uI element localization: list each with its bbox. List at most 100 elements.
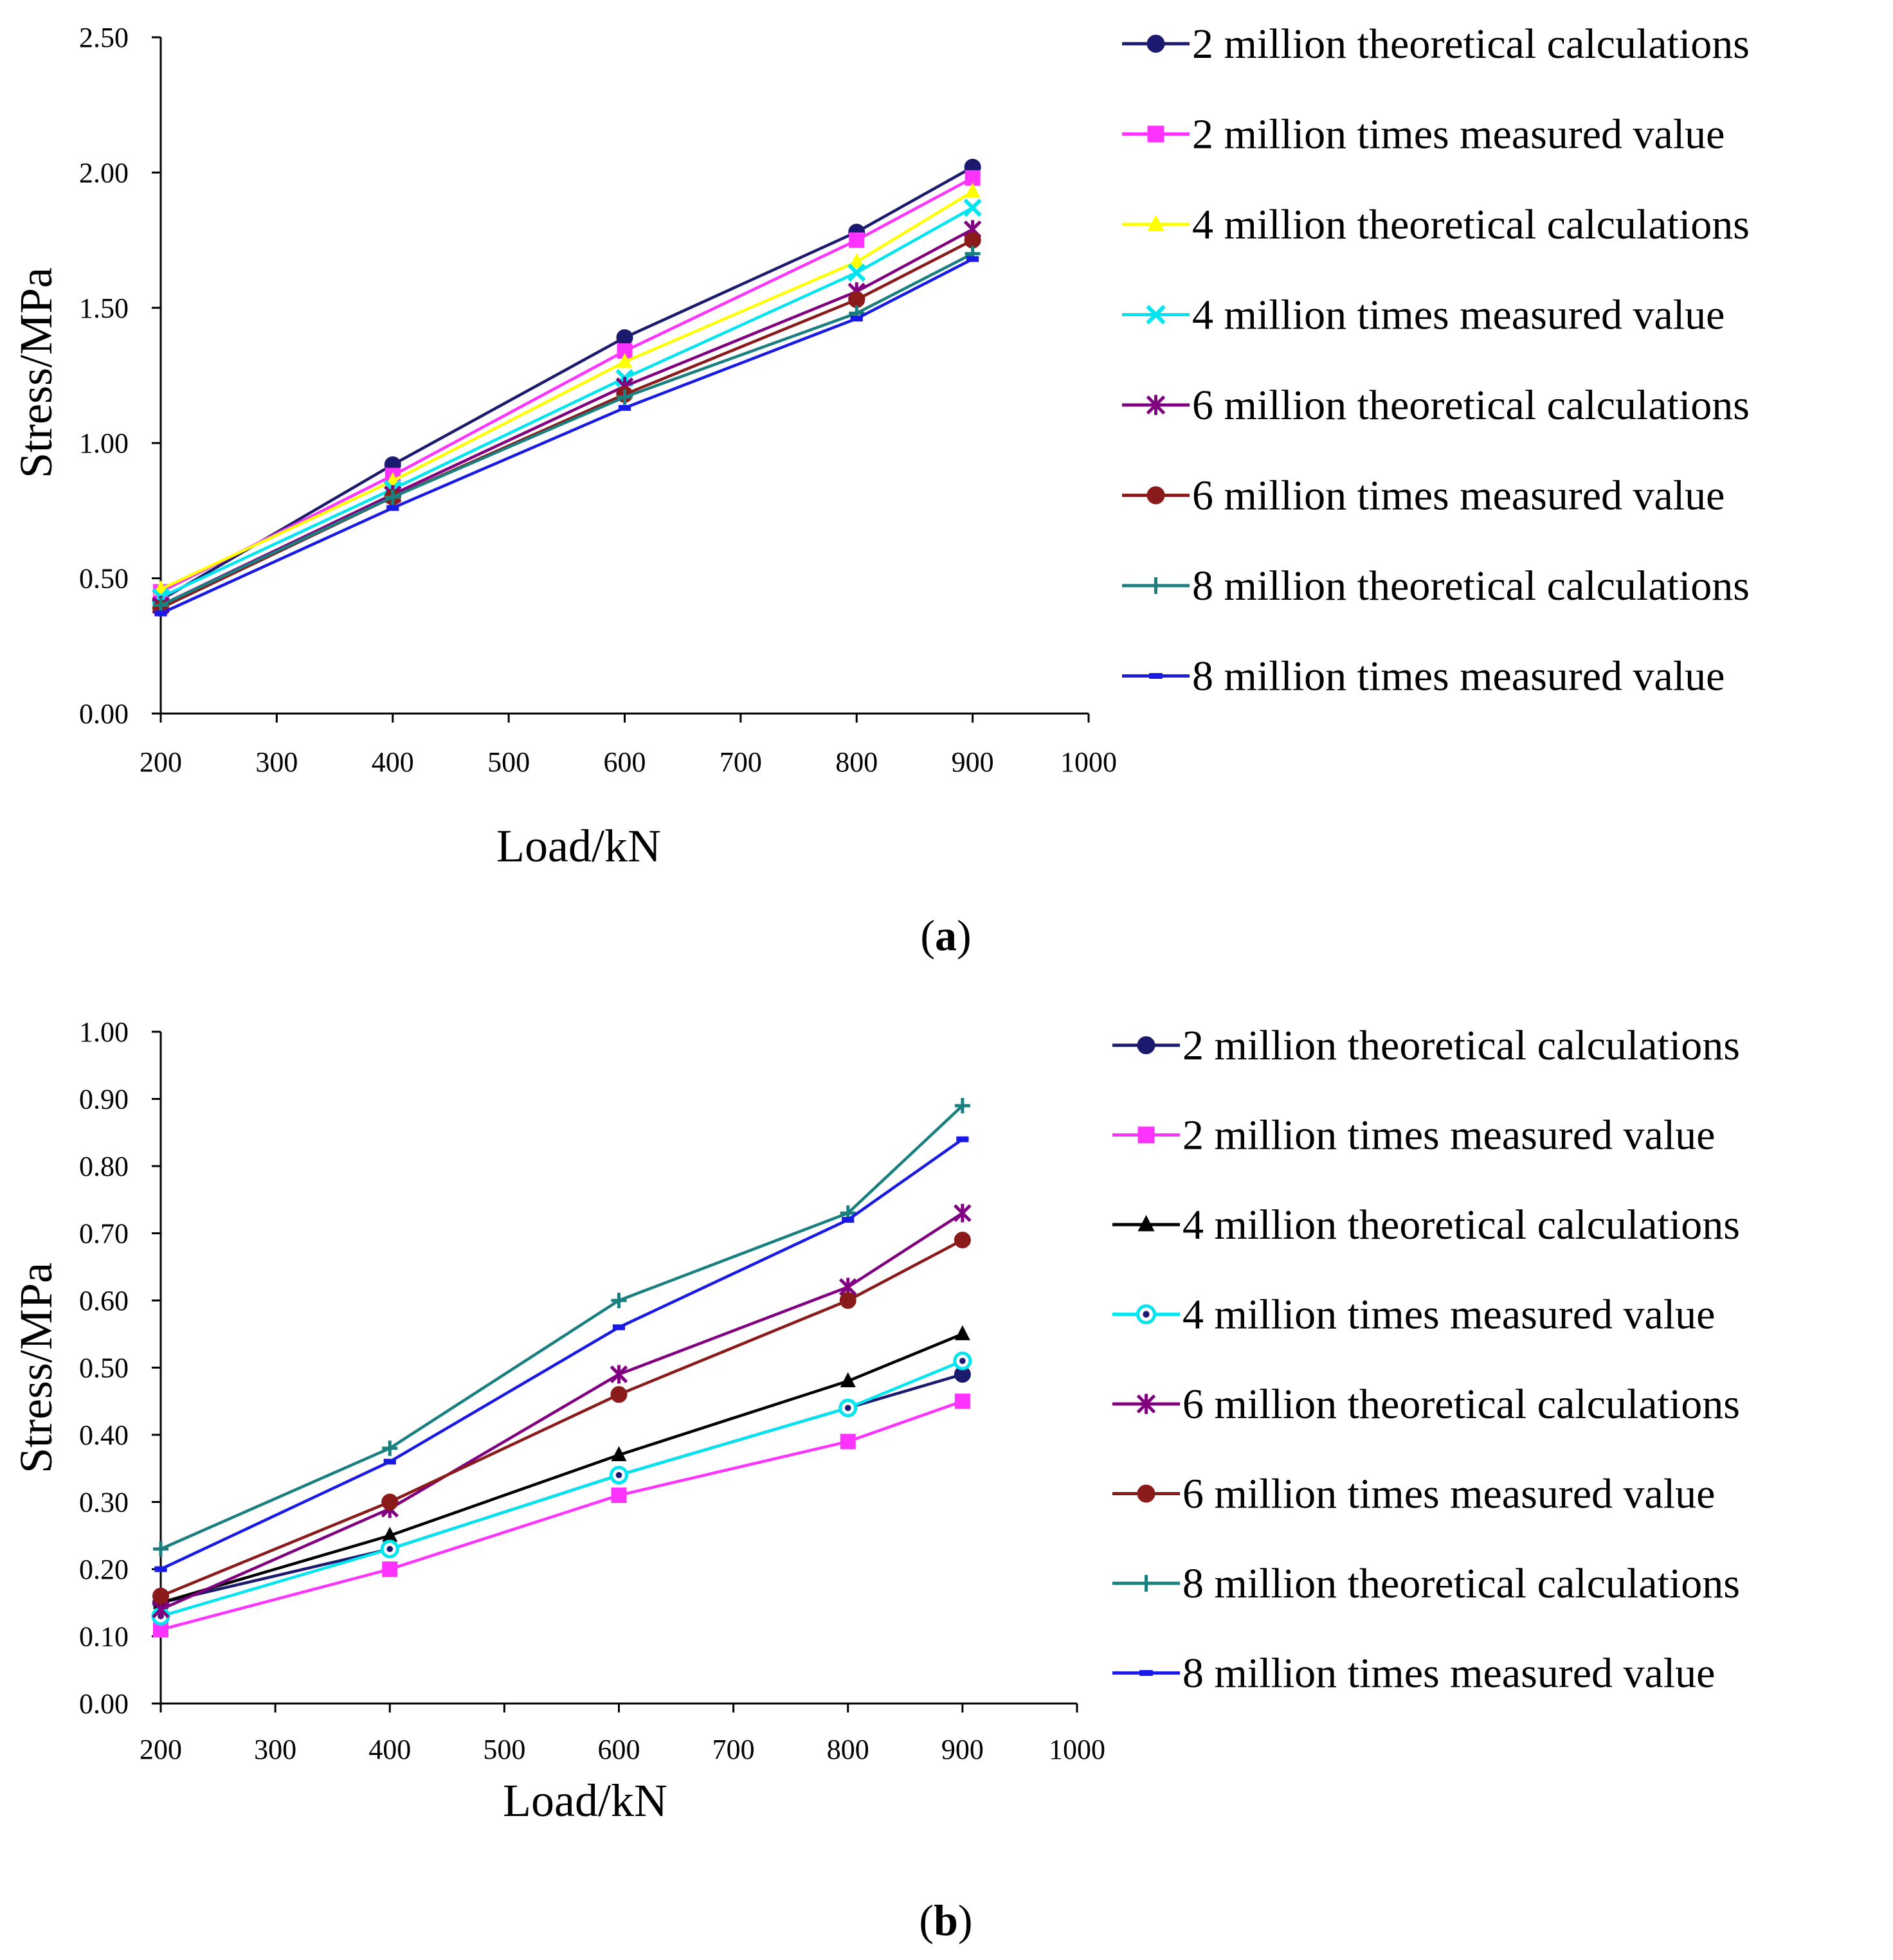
x-tick-label: 300	[254, 1734, 296, 1765]
legend-item: 6 million theoretical calculations	[1112, 1381, 1740, 1428]
data-point	[954, 1203, 972, 1223]
x-tick-label: 1000	[1060, 746, 1117, 778]
y-axis-label: Stress/MPa	[10, 267, 62, 478]
data-point	[839, 1292, 856, 1309]
legend-item: 2 million times measured value	[1122, 111, 1725, 158]
data-point	[840, 1434, 856, 1450]
data-point	[840, 1372, 856, 1387]
legend-label: 2 million times measured value	[1192, 111, 1725, 158]
legend-label: 4 million theoretical calculations	[1182, 1201, 1740, 1248]
legend-item: 8 million times measured value	[1122, 653, 1725, 700]
y-tick-label: 0.00	[79, 1688, 129, 1720]
legend-item: 6 million times measured value	[1122, 472, 1725, 519]
y-tick-label: 0.10	[79, 1621, 129, 1653]
legend-marker	[1137, 1575, 1155, 1592]
x-tick-label: 1000	[1049, 1734, 1105, 1765]
series-8	[154, 256, 979, 616]
legend-item: 2 million times measured value	[1112, 1112, 1715, 1159]
x-tick-label: 700	[712, 1734, 755, 1765]
data-point	[848, 291, 865, 309]
series-2	[153, 1393, 970, 1638]
legend-item: 8 million theoretical calculations	[1122, 562, 1750, 609]
series-2	[153, 170, 981, 600]
legend-item: 2 million theoretical calculations	[1122, 21, 1750, 67]
legend-item: 8 million theoretical calculations	[1112, 1560, 1740, 1607]
chart-a: 0.00 0.50 1.00 1.50 2.00 2.50 200 300 400 500 600 7…	[10, 21, 1750, 960]
legend-item: 4 million times measured value	[1122, 292, 1725, 339]
legend: 2 million theoretical calculations 2 mill…	[1112, 1022, 1740, 1697]
x-tick-label: 400	[372, 746, 414, 778]
series-8	[154, 1136, 969, 1572]
data-point	[849, 253, 865, 268]
legend-item: 2 million theoretical calculations	[1112, 1022, 1740, 1069]
x-tick-label: 600	[604, 746, 646, 778]
legend-label: 6 million times measured value	[1182, 1471, 1715, 1518]
data-point	[963, 198, 982, 217]
data-point	[849, 232, 865, 248]
series-7	[153, 1097, 970, 1557]
legend: 2 million theoretical calculations 2 mill…	[1122, 21, 1750, 700]
y-tick-label: 2.00	[79, 157, 129, 188]
data-point	[611, 1446, 627, 1461]
data-point	[610, 1386, 628, 1403]
data-point	[954, 1231, 971, 1248]
x-tick-label: 900	[952, 746, 994, 778]
data-point	[611, 1488, 627, 1504]
x-tick-label: 600	[598, 1734, 640, 1765]
legend-item: 6 million theoretical calculations	[1122, 382, 1750, 429]
x-tick-label: 500	[483, 1734, 525, 1765]
legend-marker	[1146, 305, 1166, 325]
chart-b: 0.00 0.10 0.20 0.30 0.40 0.50 0.60 0.70 0.80 0.90…	[10, 1016, 1740, 1945]
legend-marker	[1137, 1126, 1155, 1144]
y-tick-label: 0.90	[79, 1084, 129, 1115]
legend-marker	[1146, 395, 1166, 415]
y-tick-label: 0.50	[79, 563, 129, 595]
data-point	[954, 1097, 970, 1113]
y-tick-label: 0.20	[79, 1554, 129, 1585]
legend-marker	[1147, 577, 1164, 594]
y-tick-label: 2.50	[79, 22, 129, 53]
data-point	[953, 1351, 972, 1371]
data-point	[380, 1540, 399, 1559]
data-point	[611, 1293, 627, 1308]
data-point	[954, 1393, 970, 1409]
y-tick-label: 0.70	[79, 1218, 129, 1250]
legend-label: 2 million theoretical calculations	[1192, 21, 1750, 67]
x-axis-label: Load/kN	[503, 1775, 667, 1826]
legend-label: 8 million theoretical calculations	[1182, 1560, 1740, 1607]
data-point	[152, 1587, 169, 1605]
legend-item: 8 million times measured value	[1112, 1650, 1715, 1697]
legend-item: 4 million times measured value	[1112, 1291, 1715, 1338]
y-tick-label: 1.00	[79, 1016, 129, 1048]
y-tick-label: 0.50	[79, 1353, 129, 1384]
data-point	[616, 329, 633, 346]
series-6	[152, 1231, 971, 1605]
y-tick-label: 0.30	[79, 1487, 129, 1518]
y-tick-label: 0.40	[79, 1419, 129, 1451]
y-tick-label: 0.00	[79, 698, 129, 730]
legend-marker	[1137, 1484, 1155, 1503]
panel-label: (a)	[920, 911, 971, 960]
data-point	[965, 183, 981, 198]
data-point	[381, 1493, 399, 1511]
legend-label: 6 million theoretical calculations	[1192, 382, 1750, 429]
data-point	[153, 597, 168, 613]
legend-item: 4 million theoretical calculations	[1122, 201, 1750, 248]
x-tick-label: 300	[255, 746, 298, 778]
legend-label: 4 million theoretical calculations	[1192, 201, 1750, 248]
data-point	[617, 389, 633, 405]
y-tick-label: 0.60	[79, 1285, 129, 1317]
legend-label: 8 million theoretical calculations	[1192, 562, 1750, 609]
data-point	[964, 231, 981, 249]
legend-label: 8 million times measured value	[1192, 653, 1725, 700]
data-point	[617, 353, 633, 368]
legend-item: 6 million times measured value	[1112, 1471, 1715, 1518]
legend-marker	[1137, 1036, 1155, 1054]
legend-marker	[1146, 35, 1165, 53]
legend-marker	[1147, 125, 1164, 143]
x-tick-label: 200	[140, 1734, 182, 1765]
y-tick-label: 1.00	[79, 427, 129, 459]
x-axis-label: Load/kN	[496, 820, 661, 872]
data-point	[382, 1440, 398, 1456]
